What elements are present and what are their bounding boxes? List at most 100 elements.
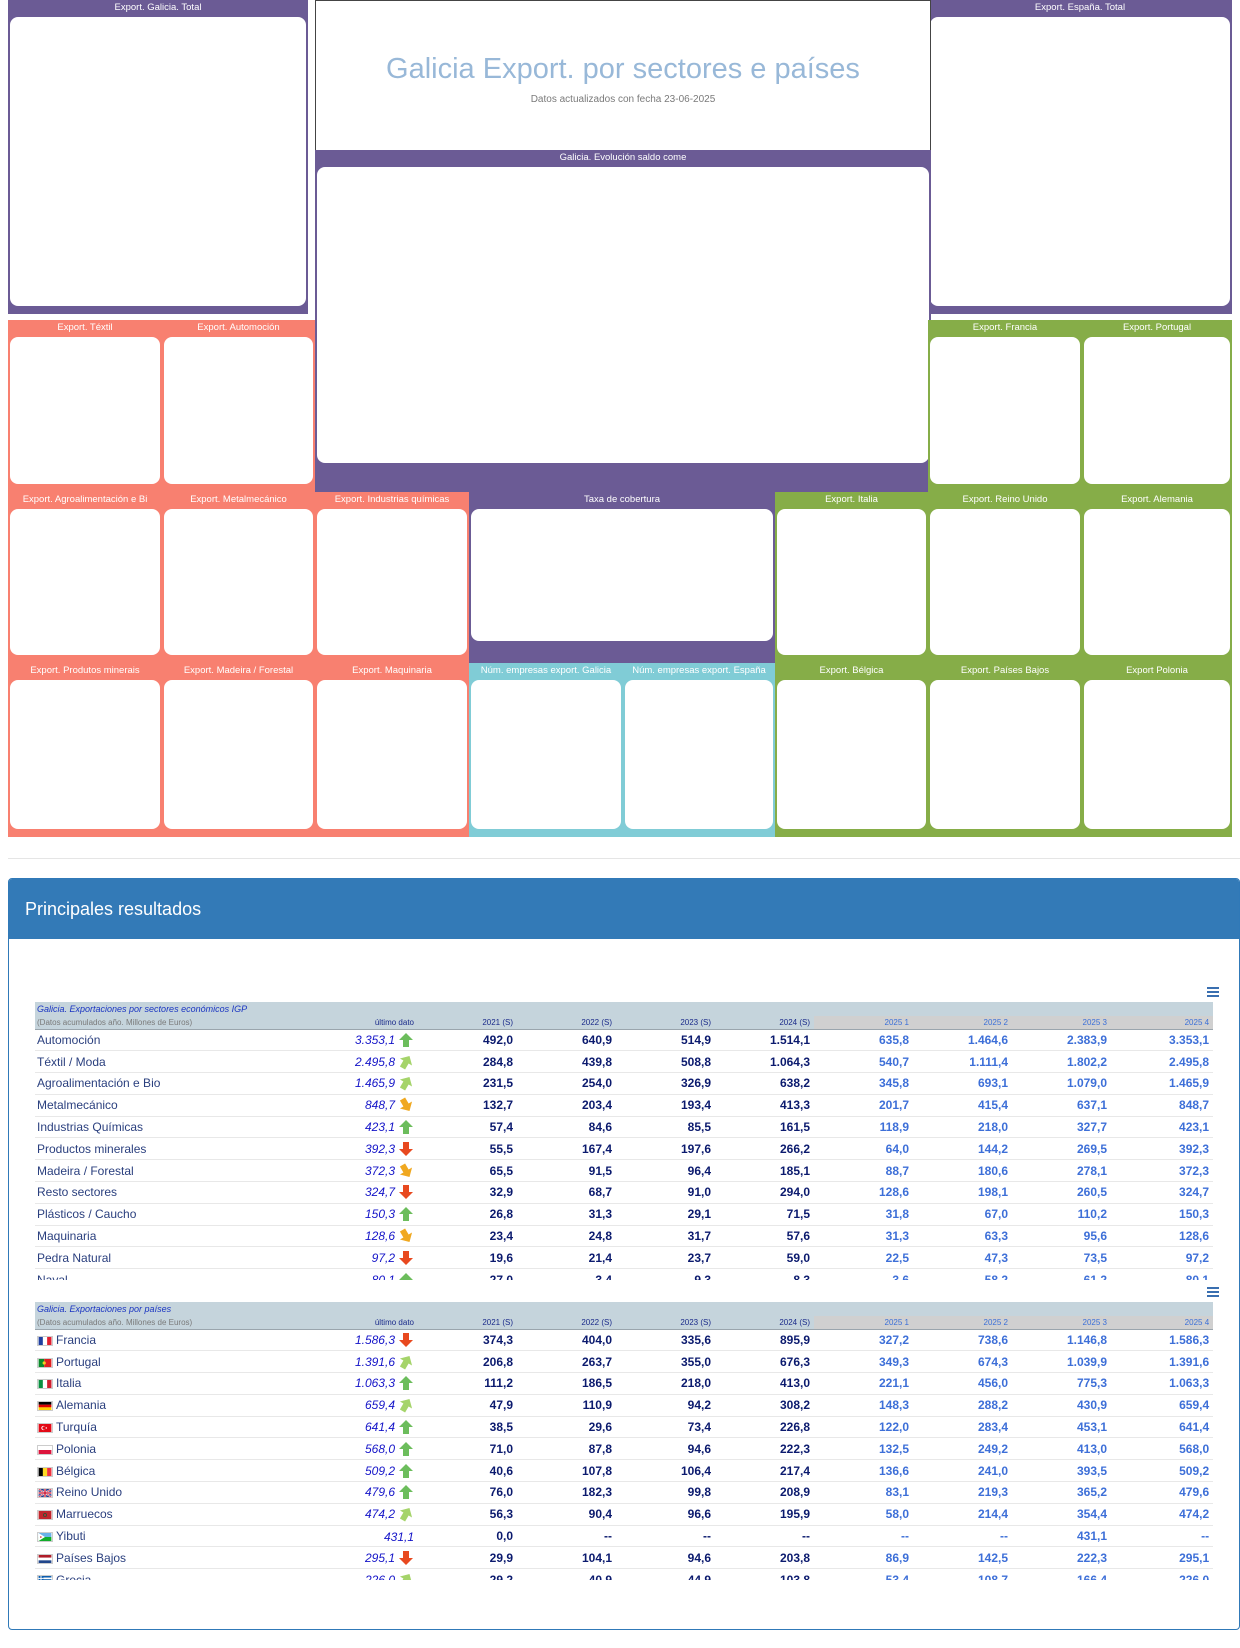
table-subtitle: (Datos acumulados año. Millones de Euros… xyxy=(35,1316,205,1330)
tile-export-maquinaria[interactable]: Export. Maquinaria xyxy=(315,663,469,837)
value-cell: 118,9 xyxy=(814,1116,913,1139)
tile-export-alemania[interactable]: Export. Alemania xyxy=(1082,492,1232,663)
last-value: 509,2 xyxy=(364,1463,395,1478)
value-cell: 76,0 xyxy=(418,1481,517,1504)
table-row[interactable]: Maquinaria 128,6 23,4 24,8 31,7 57,6 31,3 63,3 9… xyxy=(35,1225,1213,1248)
value-cell: 514,9 xyxy=(616,1029,715,1052)
row-name-cell: Industrias Químicas xyxy=(35,1116,205,1139)
value-cell: 23,4 xyxy=(418,1225,517,1248)
tile-export-produtos-minerais[interactable]: Export. Produtos minerais xyxy=(8,663,162,837)
table-row[interactable]: Automoción 3.353,1 492,0 640,9 514,9 1.514,1 6… xyxy=(35,1029,1213,1052)
tile-export-galicia-total[interactable]: Export. Galicia. Total xyxy=(8,0,308,314)
tile-taxa-cobertura[interactable]: Taxa de cobertura xyxy=(469,492,775,663)
tile-export-automocion[interactable]: Export. Automoción xyxy=(162,320,315,492)
value-cell: 31,7 xyxy=(616,1225,715,1248)
value-cell: 85,5 xyxy=(616,1116,715,1139)
table-row[interactable]: Naval 80,1 27,0 3,4 9,3 8,3 3,6 58,2 61,2 80,1 xyxy=(35,1268,1213,1280)
tile-title: Export. Industrias químicas xyxy=(334,494,450,505)
tile-export-textil[interactable]: Export. Téxtil xyxy=(8,320,162,492)
table-row[interactable]: Polonia 568,0 71,0 87,8 94,6 222,3 132,5 249,2 4… xyxy=(35,1437,1213,1461)
tile-num-empresas-espana[interactable]: Núm. empresas export. España xyxy=(623,663,775,837)
tile-export-francia[interactable]: Export. Francia xyxy=(928,320,1082,492)
tile-export-madeira-forestal[interactable]: Export. Madeira / Forestal xyxy=(162,663,315,837)
value-cell: 308,2 xyxy=(715,1394,814,1417)
sectors-table-wrap[interactable]: Galicia. Exportaciones por sectores econ… xyxy=(35,1002,1213,1280)
value-cell: 148,3 xyxy=(814,1394,913,1417)
value-cell: 676,3 xyxy=(715,1350,814,1374)
tile-export-reino-unido[interactable]: Export. Reino Unido xyxy=(928,492,1082,663)
table-row[interactable]: Madeira / Forestal 372,3 65,5 91,5 96,4 185,1… xyxy=(35,1159,1213,1183)
table-row[interactable]: Italia 1.063,3 111,2 186,5 218,0 413,0 221,1 45… xyxy=(35,1372,1213,1395)
hamburger-menu-icon[interactable] xyxy=(1207,1287,1219,1299)
tile-export-belgica[interactable]: Export. Bélgica xyxy=(775,663,928,837)
value-cell: 136,6 xyxy=(814,1459,913,1483)
tile-saldo-comercial[interactable]: Galicia. Evolución saldo come xyxy=(315,150,931,493)
tile-export-metalmecanico[interactable]: Export. Metalmecánico xyxy=(162,492,315,663)
row-name-cell: Alemania xyxy=(35,1394,205,1417)
table-row[interactable]: Pedra Natural 97,2 19,6 21,4 23,7 59,0 22,5 47,… xyxy=(35,1246,1213,1270)
table-row[interactable]: Téxtil / Moda 2.495,8 284,8 439,8 508,8 1.064… xyxy=(35,1050,1213,1074)
table-row[interactable]: Bélgica 509,2 40,6 107,8 106,4 217,4 136,6 241,… xyxy=(35,1459,1213,1483)
col-2025-4: 2025 4 xyxy=(1111,1316,1213,1330)
value-cell: 31,8 xyxy=(814,1203,913,1226)
table-row[interactable]: Resto sectores 324,7 32,9 68,7 91,0 294,0 128,… xyxy=(35,1181,1213,1204)
value-cell: 161,5 xyxy=(715,1116,814,1139)
row-name: Reino Unido xyxy=(56,1485,123,1500)
value-cell: 638,2 xyxy=(715,1072,814,1095)
value-cell: 61,2 xyxy=(1012,1268,1111,1280)
table-row[interactable]: Alemania 659,4 47,9 110,9 94,2 308,2 148,3 288,… xyxy=(35,1394,1213,1417)
countries-table-wrap[interactable]: Galicia. Exportaciones por países (Datos… xyxy=(35,1302,1213,1580)
value-cell: 218,0 xyxy=(616,1372,715,1395)
value-cell: 96,4 xyxy=(616,1159,715,1183)
table-row[interactable]: Yibuti 431,1 0,0 -- -- -- -- -- 431,1 -- xyxy=(35,1525,1213,1548)
tile-export-portugal[interactable]: Export. Portugal xyxy=(1082,320,1232,492)
tile-export-polonia[interactable]: Export Polonia xyxy=(1082,663,1232,837)
tile-export-industrias-quimicas[interactable]: Export. Industrias químicas xyxy=(315,492,469,663)
table-row[interactable]: Portugal 1.391,6 206,8 263,7 355,0 676,3 349,3… xyxy=(35,1350,1213,1374)
table-row[interactable]: Productos minerales 392,3 55,5 167,4 197,6 26… xyxy=(35,1137,1213,1161)
table-row[interactable]: Turquía 641,4 38,5 29,6 73,4 226,8 122,0 283,4 4… xyxy=(35,1416,1213,1439)
tile-num-empresas-galicia[interactable]: Núm. empresas export. Galicia xyxy=(469,663,623,837)
tile-export-agroalimentacion[interactable]: Export. Agroalimentación e Bi xyxy=(8,492,162,663)
tile-chart-area xyxy=(164,680,313,829)
table-row[interactable]: Agroalimentación e Bio 1.465,9 231,5 254,0 3… xyxy=(35,1072,1213,1095)
table-row[interactable]: Reino Unido 479,6 76,0 182,3 99,8 208,9 83,1 21… xyxy=(35,1481,1213,1504)
row-name: Naval xyxy=(37,1272,68,1280)
value-cell: 201,7 xyxy=(814,1094,913,1117)
row-name: Marruecos xyxy=(56,1507,113,1522)
value-cell: 269,5 xyxy=(1012,1137,1111,1161)
trend-up-right-arrow-icon xyxy=(399,1508,413,1522)
hamburger-menu-icon[interactable] xyxy=(1207,987,1219,999)
table-row[interactable]: Francia 1.586,3 374,3 404,0 335,6 895,9 327,2 7… xyxy=(35,1329,1213,1352)
col-2025-4: 2025 4 xyxy=(1111,1016,1213,1030)
value-cell: 266,2 xyxy=(715,1137,814,1161)
value-cell: 31,3 xyxy=(814,1225,913,1248)
table-row[interactable]: Industrias Químicas 423,1 57,4 84,6 85,5 161,… xyxy=(35,1116,1213,1139)
table-row[interactable]: Plásticos / Caucho 150,3 26,8 31,3 29,1 71,5 3… xyxy=(35,1203,1213,1226)
value-cell: 423,1 xyxy=(1111,1116,1213,1139)
value-cell: -- xyxy=(913,1525,1012,1548)
row-name: Turquía xyxy=(56,1420,97,1435)
table-row[interactable]: Grecia 226,0 29,2 40,9 44,9 103,8 53,4 108,7 166… xyxy=(35,1568,1213,1580)
value-cell: 3,6 xyxy=(814,1268,913,1280)
row-name: Portugal xyxy=(56,1354,101,1369)
value-cell: 456,0 xyxy=(913,1372,1012,1395)
tile-export-italia[interactable]: Export. Italia xyxy=(775,492,928,663)
trend-up-arrow-icon xyxy=(399,1032,413,1047)
trend-down-arrow-icon xyxy=(399,1550,413,1565)
table-row[interactable]: Metalmecánico 848,7 132,7 203,4 193,4 413,3 20… xyxy=(35,1094,1213,1117)
value-cell: 508,8 xyxy=(616,1050,715,1074)
value-cell: 637,1 xyxy=(1012,1094,1111,1117)
trend-up-arrow-icon xyxy=(399,1207,413,1222)
value-cell: 86,9 xyxy=(814,1546,913,1570)
value-cell: 94,6 xyxy=(616,1437,715,1461)
value-cell: 68,7 xyxy=(517,1181,616,1204)
row-name-cell: Plásticos / Caucho xyxy=(35,1203,205,1226)
table-row[interactable]: Marruecos 474,2 56,3 90,4 96,6 195,9 58,0 214,4… xyxy=(35,1503,1213,1526)
row-name: Grecia xyxy=(56,1572,92,1580)
poland-flag-icon xyxy=(37,1444,53,1455)
table-row[interactable]: Países Bajos 295,1 29,9 104,1 94,6 203,8 86,9 1… xyxy=(35,1546,1213,1570)
tile-export-espana-total[interactable]: Export. España. Total xyxy=(928,0,1232,314)
value-cell: 56,3 xyxy=(418,1503,517,1526)
tile-export-paises-bajos[interactable]: Export. Países Bajos xyxy=(928,663,1082,837)
